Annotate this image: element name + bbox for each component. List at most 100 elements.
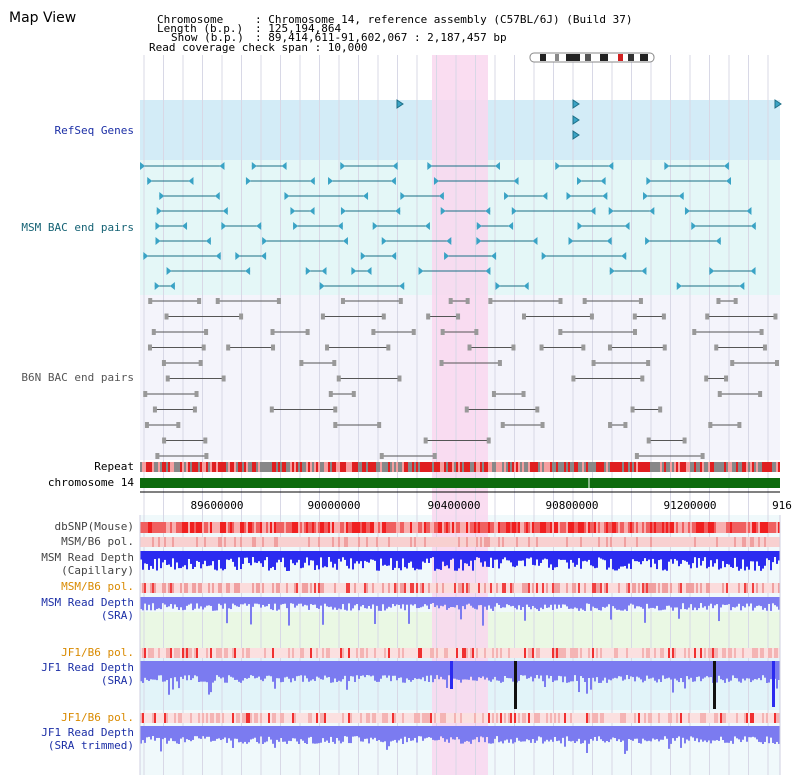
track-label-jf1-b6-pol[interactable]: JF1/B6 pol. [61, 646, 134, 659]
track-label-jf1-depth-sra[interactable]: JF1 Read Depth [41, 661, 134, 674]
msm-b6-pol2-density [692, 583, 694, 593]
msm-b6-pol-density [578, 537, 580, 547]
msm-b6-pol2-density [250, 583, 252, 593]
dbsnp-density [734, 522, 736, 533]
msm-b6-pol-density [724, 537, 726, 547]
jf1-b6-pol2-density [678, 713, 680, 723]
msm-depth-cap-bar [226, 551, 228, 560]
jf1-b6-pol-density [436, 648, 438, 658]
track-label-dbsnp[interactable]: dbSNP(Mouse) [54, 520, 134, 533]
jf1-b6-pol2-density [222, 713, 224, 723]
jf1-b6-pol-density [666, 648, 668, 658]
msm-b6-pol-density [776, 537, 778, 547]
jf1-depth-trim-bar [718, 726, 720, 741]
msm-depth-sra-bar [658, 597, 660, 611]
track-label-msm-b6-pol[interactable]: MSM/B6 pol. [61, 535, 134, 548]
jf1-b6-pol-density [182, 648, 184, 658]
msm-depth-cap-bar [712, 551, 714, 567]
msm-depth-cap-bar [570, 551, 572, 560]
jf1-depth-sra-bar [144, 661, 146, 678]
dbsnp-density [348, 522, 350, 533]
jf1-b6-pol2-density [186, 713, 188, 723]
jf1-depth-sra-bar [326, 661, 328, 678]
repeat-segment [374, 462, 376, 472]
msm-depth-sra-bar [368, 597, 370, 606]
track-label-jf1-b6-pol-2[interactable]: JF1/B6 pol. [61, 711, 134, 724]
jf1-depth-sra-bar [390, 661, 392, 682]
jf1-b6-pol2-density [670, 713, 672, 723]
axis-tick-label: 90000000 [308, 499, 361, 512]
repeat-segment [686, 462, 688, 472]
msm-depth-cap-bar [470, 551, 472, 561]
msm-depth-cap-bar [202, 551, 204, 565]
repeat-segment [190, 462, 192, 472]
msm-b6-pol-density [358, 537, 360, 547]
msm-b6-pol-density [382, 537, 384, 547]
repeat-segment [674, 462, 676, 472]
repeat-segment [198, 462, 200, 472]
track-label-repeat: Repeat [94, 460, 134, 473]
jf1-depth-trim-bar [726, 726, 728, 743]
msm-depth-cap-bar [516, 551, 518, 566]
msm-depth-cap-bar [154, 551, 156, 560]
repeat-segment [578, 462, 580, 472]
track-label-refseq[interactable]: RefSeq Genes [54, 124, 134, 137]
msm-depth-sra-bar [286, 597, 288, 609]
jf1-b6-pol2-density [716, 713, 718, 723]
repeat-segment [736, 462, 738, 472]
msm-depth-cap-bar [218, 551, 220, 560]
b6n-bac-end [714, 344, 719, 351]
jf1-b6-pol2-density [660, 713, 662, 723]
msm-bac-end [664, 162, 670, 170]
msm-b6-pol-density [692, 537, 694, 547]
msm-depth-sra-bar [314, 597, 316, 605]
jf1-depth-sra-bar [204, 661, 206, 682]
msm-b6-pol-density [522, 537, 524, 547]
repeat-segment [574, 462, 576, 472]
repeat-segment [482, 462, 484, 472]
jf1-b6-pol2-density [462, 713, 464, 723]
msm-b6-pol2-density [412, 583, 414, 593]
track-label-msm-depth-sra[interactable]: MSM Read Depth [41, 596, 134, 609]
jf1-b6-pol-density [442, 648, 444, 658]
b6n-bac-end [144, 422, 149, 428]
track-label-jf1-depth-trim[interactable]: JF1 Read Depth [41, 726, 134, 739]
jf1-b6-pol-density [460, 648, 462, 658]
msm-b6-pol-density [380, 537, 382, 547]
jf1-b6-pol2-density [466, 713, 468, 723]
msm-bac-end [418, 267, 424, 275]
track-label-msm-depth-cap[interactable]: MSM Read Depth [41, 551, 134, 564]
msm-depth-sra-bar [756, 597, 758, 606]
b6n-bac-end [623, 422, 628, 428]
jf1-depth-trim-bar [622, 726, 624, 741]
jf1-depth-sra-bar [526, 661, 528, 679]
jf1-b6-pol-density [518, 648, 520, 658]
repeat-segment [304, 462, 306, 472]
jf1-depth-sra-bar [362, 661, 364, 676]
msm-b6-pol2-density [482, 583, 484, 593]
repeat-segment [354, 462, 356, 472]
msm-bac-end [600, 177, 606, 185]
msm-depth-sra-bar [424, 597, 426, 605]
msm-b6-pol-density [174, 537, 176, 547]
track-label-b6n-bac[interactable]: B6N BAC end pairs [21, 371, 134, 384]
track-label-msm-b6-pol-2[interactable]: MSM/B6 pol. [61, 580, 134, 593]
jf1-b6-pol-density [390, 648, 392, 658]
dbsnp-density [168, 522, 170, 533]
track-label-msm-bac[interactable]: MSM BAC end pairs [21, 221, 134, 234]
msm-depth-sra-bar [554, 597, 556, 605]
msm-depth-cap-bar [504, 551, 506, 558]
dbsnp-density [360, 522, 362, 533]
msm-depth-sra-bar [624, 597, 626, 610]
msm-depth-sra-bar [594, 597, 596, 609]
jf1-b6-pol-density [334, 648, 336, 658]
msm-b6-pol-density [464, 537, 466, 547]
dbsnp-density [420, 522, 422, 533]
msm-depth-sra-bar [384, 597, 386, 611]
msm-bac-end [169, 282, 175, 290]
msm-depth-cap-bar [768, 551, 770, 561]
repeat-segment [250, 462, 252, 472]
jf1-b6-pol2-density [146, 713, 148, 723]
msm-b6-pol2-density [382, 583, 384, 593]
